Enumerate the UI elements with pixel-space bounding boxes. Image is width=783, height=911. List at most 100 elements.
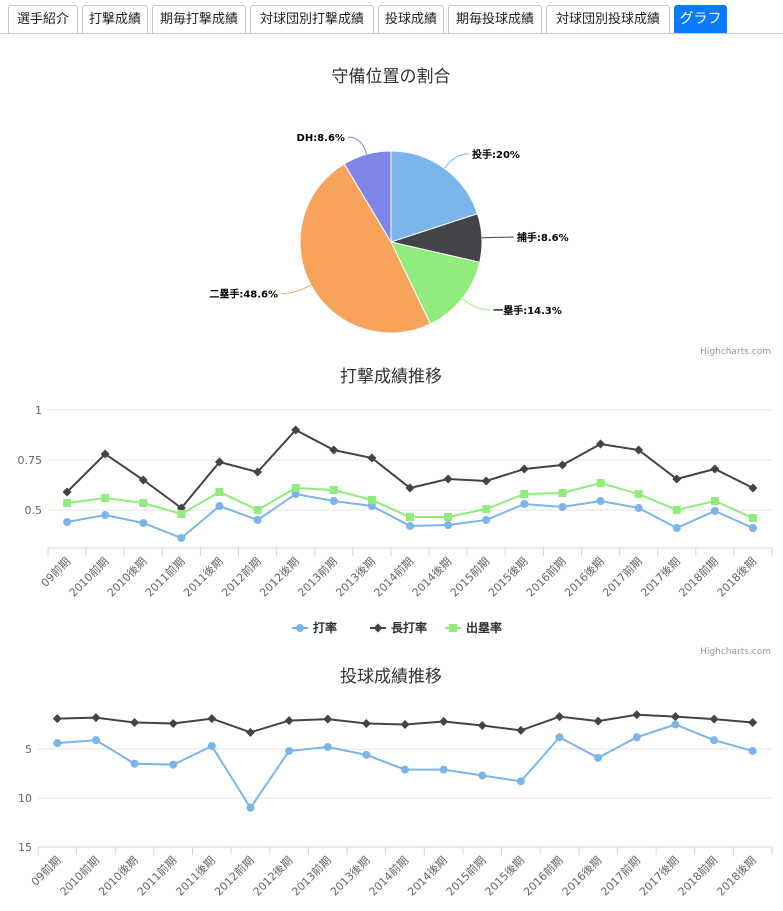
point-s0-9[interactable] — [400, 720, 410, 729]
point-s0-6[interactable] — [284, 716, 294, 726]
point-s1-2[interactable] — [130, 759, 139, 768]
point-s2-14[interactable] — [596, 479, 605, 487]
point-s0-4[interactable] — [215, 502, 224, 510]
tab-pitching-stats[interactable]: 投球成績 — [378, 5, 444, 33]
point-s2-3[interactable] — [177, 510, 186, 518]
point-s0-9[interactable] — [406, 522, 414, 530]
point-s0-4[interactable] — [207, 714, 217, 724]
tab-graph[interactable]: グラフ — [674, 5, 727, 33]
point-s2-16[interactable] — [672, 506, 681, 514]
point-s0-15[interactable] — [634, 504, 643, 512]
point-s1-5[interactable] — [246, 803, 255, 812]
point-s2-1[interactable] — [101, 494, 110, 502]
point-s0-1[interactable] — [101, 511, 110, 519]
point-s2-0[interactable] — [63, 499, 72, 507]
point-s1-16[interactable] — [672, 474, 682, 484]
point-s2-10[interactable] — [444, 513, 453, 521]
point-s0-17[interactable] — [709, 714, 719, 724]
point-s1-0[interactable] — [62, 487, 72, 497]
point-s0-3[interactable] — [168, 719, 178, 729]
point-s1-3[interactable] — [169, 760, 178, 769]
point-s1-5[interactable] — [253, 467, 263, 477]
point-s0-10[interactable] — [444, 521, 453, 529]
point-s1-7[interactable] — [323, 743, 332, 752]
pie-credits[interactable]: Highcharts.com — [700, 347, 771, 357]
point-s0-14[interactable] — [593, 716, 603, 726]
point-s1-9[interactable] — [401, 765, 409, 774]
point-s1-6[interactable] — [285, 746, 294, 755]
point-s1-13[interactable] — [555, 733, 564, 742]
point-s1-15[interactable] — [632, 733, 641, 742]
tab-team-pitching[interactable]: 対球団別投球成績 — [546, 5, 670, 33]
point-s2-8[interactable] — [367, 496, 376, 504]
point-s0-11[interactable] — [477, 720, 487, 730]
point-s1-2[interactable] — [138, 475, 148, 485]
point-s0-10[interactable] — [439, 717, 449, 727]
point-s0-12[interactable] — [516, 725, 526, 735]
point-s0-12[interactable] — [520, 500, 529, 508]
point-s2-17[interactable] — [710, 497, 719, 505]
point-s2-7[interactable] — [329, 486, 338, 494]
point-s1-12[interactable] — [519, 464, 529, 474]
point-s1-8[interactable] — [367, 453, 377, 463]
point-s0-8[interactable] — [361, 719, 371, 729]
series-line-1[interactable] — [66, 428, 754, 510]
point-s0-1[interactable] — [91, 713, 101, 723]
point-s1-1[interactable] — [91, 736, 100, 745]
point-s1-13[interactable] — [557, 460, 567, 470]
point-s2-9[interactable] — [406, 513, 414, 521]
point-s1-10[interactable] — [443, 474, 453, 484]
point-s1-11[interactable] — [478, 771, 487, 780]
point-s1-11[interactable] — [481, 476, 491, 486]
point-s0-0[interactable] — [63, 518, 72, 526]
point-s2-6[interactable] — [291, 484, 300, 492]
point-s1-0[interactable] — [53, 739, 62, 748]
pie-slice-2[interactable] — [390, 241, 481, 325]
batting-credits[interactable]: Highcharts.com — [700, 647, 771, 657]
point-s0-7[interactable] — [323, 714, 333, 724]
point-s0-13[interactable] — [558, 503, 567, 511]
point-s1-8[interactable] — [362, 750, 371, 759]
point-s0-18[interactable] — [748, 718, 758, 728]
point-s1-7[interactable] — [329, 445, 339, 455]
point-s1-18[interactable] — [748, 746, 757, 755]
tab-team-batting[interactable]: 対球団別打撃成績 — [250, 5, 374, 33]
point-s1-4[interactable] — [207, 742, 216, 751]
point-s1-12[interactable] — [516, 777, 525, 786]
point-s0-2[interactable] — [139, 519, 148, 527]
point-s1-6[interactable] — [291, 425, 301, 435]
point-s2-15[interactable] — [634, 490, 643, 498]
point-s0-2[interactable] — [130, 718, 140, 728]
point-s1-15[interactable] — [634, 445, 644, 455]
point-s1-18[interactable] — [748, 483, 758, 493]
tab-period-pitching[interactable]: 期毎投球成績 — [448, 5, 542, 33]
point-s0-17[interactable] — [710, 507, 719, 515]
point-s1-16[interactable] — [671, 720, 680, 729]
point-s0-15[interactable] — [632, 710, 642, 720]
point-s2-12[interactable] — [520, 490, 529, 498]
point-s1-14[interactable] — [596, 439, 606, 449]
point-s1-10[interactable] — [439, 765, 448, 774]
point-s2-4[interactable] — [215, 488, 224, 496]
point-s1-1[interactable] — [100, 449, 110, 459]
point-s2-2[interactable] — [139, 499, 148, 507]
point-s0-18[interactable] — [748, 524, 757, 532]
point-s1-9[interactable] — [405, 483, 415, 493]
point-s2-5[interactable] — [253, 506, 262, 514]
point-s2-18[interactable] — [748, 514, 757, 522]
point-s0-16[interactable] — [670, 712, 680, 722]
point-s0-13[interactable] — [555, 712, 565, 722]
point-s0-0[interactable] — [52, 714, 62, 724]
legend-item-2[interactable]: 出塁率 — [466, 620, 502, 635]
point-s0-11[interactable] — [482, 516, 491, 524]
point-s0-14[interactable] — [596, 497, 605, 505]
point-s1-17[interactable] — [710, 736, 719, 745]
pie-slice-0[interactable] — [390, 150, 479, 243]
point-s2-11[interactable] — [482, 505, 491, 513]
pie-slice-3[interactable] — [299, 163, 432, 334]
pie-slice-4[interactable] — [343, 150, 392, 244]
tab-period-batting[interactable]: 期毎打撃成績 — [152, 5, 246, 33]
legend-item-0[interactable]: 打率 — [313, 620, 337, 635]
point-s0-16[interactable] — [672, 524, 681, 532]
point-s0-3[interactable] — [177, 534, 186, 542]
